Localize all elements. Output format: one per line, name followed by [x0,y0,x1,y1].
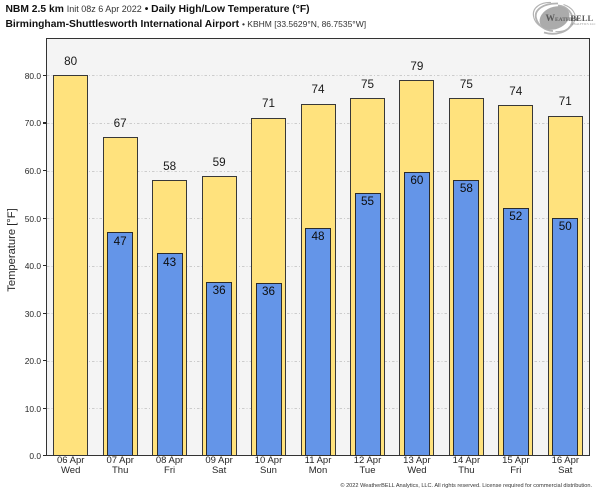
svg-text:ANALYTICS LLC: ANALYTICS LLC [572,23,596,26]
svg-text:BELL: BELL [571,14,594,23]
svg-text:EATHER: EATHER [555,17,579,23]
svg-text:W: W [546,14,556,24]
